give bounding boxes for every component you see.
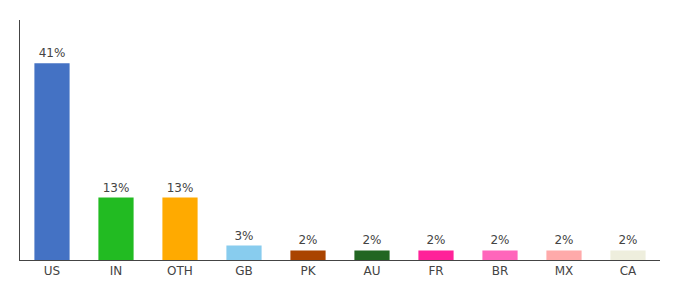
svg-text:AU: AU: [364, 264, 381, 278]
svg-text:FR: FR: [428, 264, 443, 278]
svg-text:MX: MX: [555, 264, 574, 278]
svg-text:PK: PK: [300, 264, 316, 278]
svg-text:13%: 13%: [167, 181, 194, 195]
svg-text:GB: GB: [235, 264, 253, 278]
svg-text:2%: 2%: [298, 233, 317, 247]
svg-text:IN: IN: [110, 264, 123, 278]
svg-text:2%: 2%: [426, 233, 445, 247]
svg-text:2%: 2%: [554, 233, 573, 247]
svg-text:CA: CA: [620, 264, 637, 278]
svg-text:41%: 41%: [39, 46, 66, 60]
svg-text:OTH: OTH: [167, 264, 193, 278]
svg-text:US: US: [44, 264, 60, 278]
svg-text:BR: BR: [492, 264, 509, 278]
svg-text:13%: 13%: [103, 181, 130, 195]
svg-text:3%: 3%: [234, 229, 253, 243]
svg-text:2%: 2%: [618, 233, 637, 247]
svg-text:2%: 2%: [362, 233, 381, 247]
svg-text:2%: 2%: [490, 233, 509, 247]
